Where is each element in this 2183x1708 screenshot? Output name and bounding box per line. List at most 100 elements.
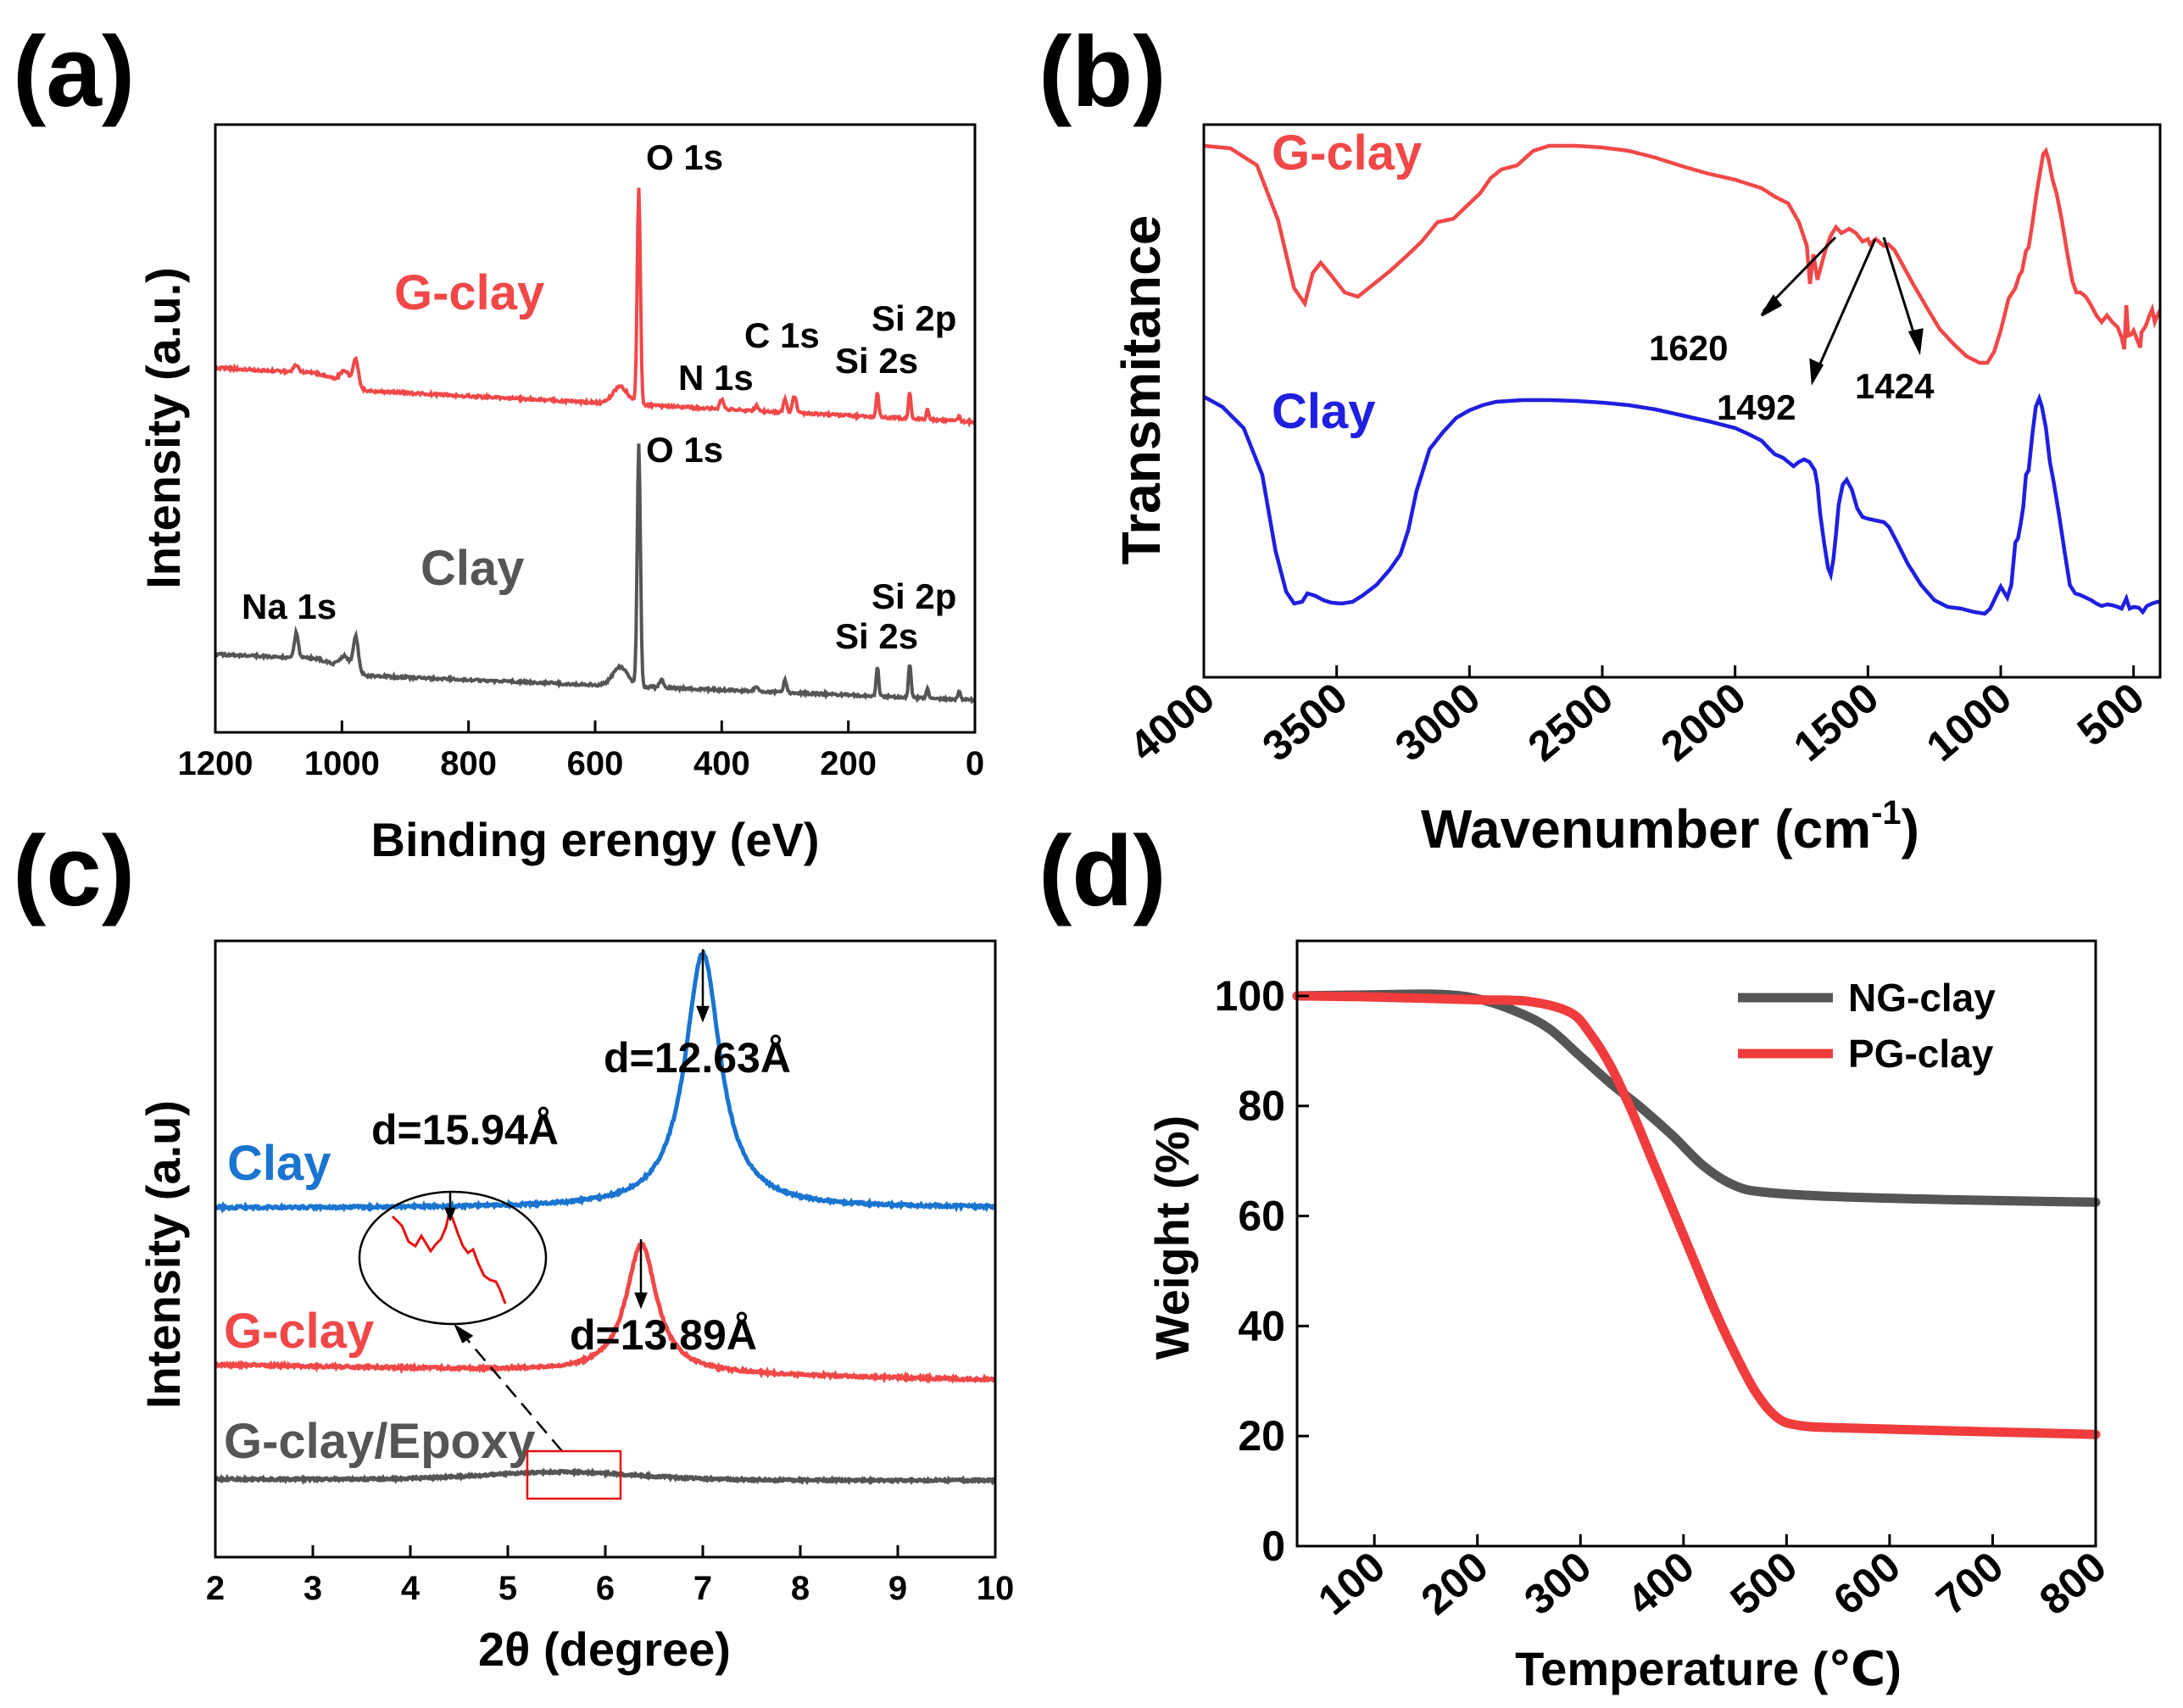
b-x-tick-label-6: 1000 — [1918, 674, 2020, 771]
b-series-label-g-clay: G-clay — [1272, 125, 1422, 181]
b-x-axis-label-close: ) — [1902, 798, 1919, 860]
d-y-tick-label-5: 100 — [1215, 972, 1285, 1020]
d-x-axis: 100 200 300 400 500 600 700 800 — [1309, 1534, 2115, 1624]
c-x-tick-label-3: 5 — [498, 1570, 517, 1607]
a-x-axis: 1200 1000 800 600 400 200 0 — [178, 720, 985, 782]
a-x-tick-label-3: 600 — [567, 745, 624, 782]
c-series-g-clay-epoxy-line — [215, 1472, 995, 1482]
b-arrowhead-1492 — [1811, 360, 1822, 381]
c-x-axis: 2 3 4 5 6 7 8 9 10 — [206, 1545, 1014, 1607]
d-x-axis-label: Temperature (℃) — [1515, 1642, 1902, 1695]
b-x-tick-label-2: 3000 — [1386, 674, 1489, 771]
panel-label-a: (a) — [13, 16, 135, 128]
c-annotation-d-15-94: d=15.94Å — [371, 1106, 559, 1154]
c-zoom-inset-curve — [393, 1212, 505, 1304]
b-arrowhead-1620 — [1762, 297, 1780, 315]
c-x-tick-label-7: 9 — [888, 1570, 907, 1607]
d-y-tick-label-1: 20 — [1238, 1412, 1285, 1460]
panel-label-c: (c) — [13, 815, 135, 927]
a-series-g-clay-line — [215, 188, 975, 424]
figure: (a) (b) (c) (d) 1200 1000 800 600 400 200 0 Bi… — [0, 0, 2183, 1708]
b-x-axis: 4000 3500 3000 2500 2000 1500 1000 500 — [1121, 665, 2153, 771]
a-x-tick-label-0: 1200 — [178, 745, 253, 782]
b-annotation-1424: 1424 — [1855, 366, 1935, 406]
d-x-tick-label-4: 500 — [1722, 1543, 1807, 1625]
c-x-tick-label-5: 7 — [693, 1570, 712, 1607]
c-annotation-d-12-63: d=12.63Å — [604, 1034, 791, 1082]
d-y-tick-label-4: 80 — [1238, 1082, 1285, 1130]
a-x-tick-label-6: 0 — [966, 745, 984, 782]
c-x-axis-label: 2θ (degree) — [478, 1622, 731, 1676]
a-annotation-n1s: N 1s — [678, 358, 754, 398]
c-x-tick-label-0: 2 — [206, 1570, 225, 1607]
a-annotation-si2p-gclay: Si 2p — [872, 298, 956, 338]
d-x-tick-label-7: 800 — [2030, 1543, 2115, 1625]
b-arrow-1424 — [1884, 237, 1918, 346]
b-x-tick-label-4: 2000 — [1652, 674, 1755, 771]
d-x-tick-label-3: 400 — [1618, 1543, 1703, 1625]
b-x-tick-label-3: 2500 — [1519, 674, 1622, 771]
b-annotation-1620: 1620 — [1649, 328, 1728, 368]
b-series-label-clay: Clay — [1272, 384, 1376, 439]
b-x-tick-label-5: 1500 — [1785, 674, 1887, 771]
c-y-axis-label: Intensity (a.u) — [136, 1100, 190, 1409]
panel-d-tga: 100 200 300 400 500 600 700 800 020406080100 Te… — [1145, 941, 2115, 1695]
c-arrowhead-g-clay-peak — [636, 1294, 646, 1306]
c-x-tick-label-4: 6 — [596, 1570, 615, 1607]
c-x-tick-label-8: 10 — [977, 1570, 1015, 1607]
c-arrowhead-zoom — [456, 1327, 471, 1342]
d-x-tick-label-6: 700 — [1928, 1543, 2013, 1625]
c-annotation-d-13-89: d=13.89Å — [570, 1311, 757, 1359]
a-annotation-c1s: C 1s — [744, 315, 820, 355]
d-x-tick-label-0: 100 — [1309, 1543, 1394, 1625]
panel-label-b: (b) — [1039, 16, 1167, 128]
a-annotation-na1s: Na 1s — [242, 587, 337, 626]
b-x-tick-label-1: 3500 — [1254, 674, 1356, 771]
a-series-clay-line — [215, 443, 975, 701]
panel-label-d: (d) — [1039, 815, 1167, 927]
d-series-ng-clay-line — [1297, 994, 2096, 1203]
panel-b-ftir: 4000 3500 3000 2500 2000 1500 1000 500 Wavenumb… — [1111, 125, 2160, 860]
d-y-tick-label-2: 40 — [1238, 1302, 1285, 1349]
c-x-tick-label-6: 8 — [791, 1570, 810, 1607]
a-y-axis-label: Intensity (a.u.) — [136, 267, 190, 589]
b-x-tick-label-7: 500 — [2069, 674, 2153, 756]
a-annotation-si2s-clay: Si 2s — [835, 616, 918, 656]
c-series-label-clay: Clay — [227, 1136, 331, 1191]
a-annotation-si2p-clay: Si 2p — [872, 576, 956, 616]
d-legend: NG-clay PG-clay — [1738, 976, 1996, 1076]
b-y-axis-label: Transmitance — [1111, 215, 1172, 565]
d-x-tick-label-5: 600 — [1824, 1543, 1909, 1625]
b-x-tick-label-0: 4000 — [1121, 674, 1223, 771]
c-x-tick-label-1: 3 — [304, 1570, 322, 1607]
a-annotation-si2s-gclay: Si 2s — [835, 341, 918, 381]
a-x-tick-label-2: 800 — [440, 745, 497, 782]
d-x-tick-label-2: 300 — [1515, 1543, 1600, 1625]
b-x-axis-label-main: Wavenumber (cm — [1421, 798, 1871, 860]
b-x-axis-label: Wavenumber (cm-1) — [1421, 794, 1919, 860]
panel-c-xrd: 2 3 4 5 6 7 8 9 10 2θ (degree) Intensity (a.u) C… — [136, 941, 1014, 1676]
a-series-label-g-clay: G-clay — [394, 265, 544, 320]
c-series-label-g-clay: G-clay — [224, 1304, 374, 1359]
c-x-tick-label-2: 4 — [401, 1570, 420, 1607]
d-y-tick-label-3: 60 — [1238, 1193, 1285, 1240]
panel-a-xps: 1200 1000 800 600 400 200 0 Binding erengy (eV… — [136, 125, 984, 866]
d-y-axis-label: Weight (%) — [1145, 1115, 1199, 1360]
a-x-axis-label: Binding erengy (eV) — [371, 813, 820, 866]
c-series-label-g-clay-epoxy: G-clay/Epoxy — [224, 1414, 535, 1469]
b-x-axis-label-superscript: -1 — [1871, 794, 1902, 832]
a-x-tick-label-1: 1000 — [304, 745, 380, 782]
a-annotation-o1s-clay: O 1s — [646, 430, 723, 470]
c-arrowhead-clay-peak — [698, 1007, 708, 1020]
d-legend-label-ng-clay: NG-clay — [1848, 976, 1996, 1020]
d-y-axis: 0 20 40 60 80 100 — [1215, 972, 1309, 1570]
b-arrowhead-1424 — [1910, 330, 1922, 351]
d-x-tick-label-1: 200 — [1412, 1543, 1497, 1625]
a-annotation-o1s-gclay: O 1s — [646, 137, 723, 177]
d-y-tick-label-0: 0 — [1261, 1522, 1285, 1570]
c-zoom-arrows — [446, 1191, 562, 1451]
a-series-label-clay: Clay — [420, 541, 525, 596]
b-annotation-1492: 1492 — [1717, 387, 1796, 427]
a-x-tick-label-4: 400 — [693, 745, 750, 782]
d-legend-label-pg-clay: PG-clay — [1848, 1032, 1994, 1076]
